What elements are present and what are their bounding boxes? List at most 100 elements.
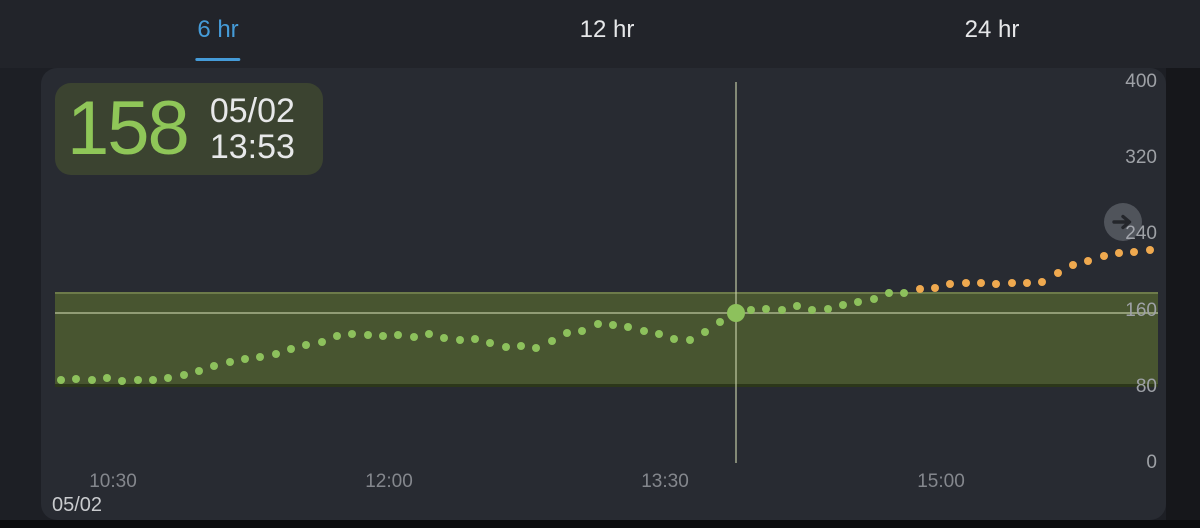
glucose-dot — [148, 376, 157, 385]
glucose-dot — [256, 353, 265, 362]
glucose-dot — [624, 322, 633, 331]
x-axis-tick-label: 13:30 — [641, 471, 689, 492]
glucose-dot — [930, 283, 939, 292]
glucose-dot — [194, 366, 203, 375]
glucose-dot — [547, 337, 556, 346]
glucose-value: 158 — [67, 86, 190, 171]
glucose-dot — [869, 295, 878, 304]
glucose-dot — [363, 331, 372, 340]
glucose-dot — [823, 304, 832, 313]
target-range-band — [55, 291, 1158, 387]
glucose-dot — [639, 326, 648, 335]
glucose-dot — [915, 284, 924, 293]
glucose-dot — [1038, 278, 1047, 287]
glucose-dot — [394, 331, 403, 340]
tab-12hr-label: 12 hr — [579, 16, 635, 43]
y-axis-tick-label: 400 — [1125, 71, 1157, 92]
glucose-dot — [424, 330, 433, 339]
glucose-dot — [808, 305, 817, 314]
glucose-dot — [946, 279, 955, 288]
y-axis-tick-label: 80 — [1135, 375, 1157, 397]
trend-arrow-badge — [1104, 203, 1142, 241]
glucose-dot — [593, 319, 602, 328]
selected-glucose-dot — [726, 303, 745, 322]
glucose-dot — [900, 288, 909, 297]
glucose-dot — [746, 305, 755, 314]
glucose-dot — [608, 320, 617, 329]
reading-time: 13:53 — [209, 128, 295, 166]
bottom-edge — [0, 520, 1200, 528]
glucose-dot — [1022, 278, 1031, 287]
glucose-dot — [976, 278, 985, 287]
glucose-dot — [792, 301, 801, 310]
glucose-dot — [240, 355, 249, 364]
glucose-dot — [992, 279, 1001, 288]
tab-24hr[interactable]: 24 hr — [965, 16, 1020, 44]
glucose-dot — [838, 300, 847, 309]
glucose-dot — [455, 336, 464, 345]
glucose-dot — [332, 332, 341, 341]
glucose-dot — [578, 326, 587, 335]
y-axis-tick-label: 160 — [1125, 299, 1157, 321]
glucose-dot — [716, 318, 725, 327]
glucose-dot — [317, 338, 326, 347]
glucose-dot — [854, 298, 863, 307]
glucose-dot — [179, 371, 188, 380]
glucose-dot — [1068, 260, 1077, 269]
glucose-dot — [762, 304, 771, 313]
glucose-dot — [1053, 269, 1062, 278]
glucose-dot — [409, 333, 418, 342]
glucose-dot — [501, 342, 510, 351]
glucose-dot — [102, 374, 111, 383]
glucose-dot — [302, 340, 311, 349]
glucose-dot — [164, 374, 173, 383]
x-axis-tick-label: 15:00 — [917, 471, 965, 492]
glucose-dot — [378, 332, 387, 341]
glucose-dot — [72, 375, 81, 384]
tab-6hr[interactable]: 6 hr — [195, 16, 241, 61]
glucose-dot — [486, 338, 495, 347]
glucose-dot — [685, 336, 694, 345]
reading-badge: 158 05/02 13:53 — [55, 83, 323, 175]
glucose-dot — [1084, 257, 1093, 266]
glucose-dot — [1007, 278, 1016, 287]
glucose-dot — [348, 330, 357, 339]
glucose-dot — [1130, 247, 1139, 256]
glucose-dot — [562, 329, 571, 338]
glucose-dot — [700, 327, 709, 336]
glucose-dot — [670, 335, 679, 344]
right-arrow-icon — [1112, 214, 1132, 230]
tab-12hr[interactable]: 12 hr — [580, 16, 635, 44]
glucose-dot — [470, 335, 479, 344]
glucose-dot — [286, 344, 295, 353]
glucose-dot — [225, 358, 234, 367]
x-axis-date-label: 05/02 — [52, 494, 103, 516]
right-margin — [1166, 68, 1200, 520]
glucose-dot — [1145, 245, 1154, 254]
tab-24hr-label: 24 hr — [964, 16, 1020, 43]
glucose-dot — [133, 376, 142, 385]
glucose-dot — [56, 376, 65, 385]
y-axis-tick-label: 240 — [1125, 223, 1157, 245]
glucose-dot — [516, 341, 525, 350]
glucose-dot — [210, 361, 219, 370]
glucose-dot — [884, 289, 893, 298]
glucose-dot — [961, 278, 970, 287]
y-axis-tick-label: 0 — [1146, 452, 1157, 473]
glucose-dot — [271, 350, 280, 359]
glucose-dot — [532, 343, 541, 352]
glucose-dot — [1114, 249, 1123, 258]
x-axis-tick-label: 12:00 — [365, 471, 413, 492]
reading-date: 05/02 — [209, 92, 295, 130]
glucose-dot — [1099, 252, 1108, 261]
x-axis-tick-label: 10:30 — [89, 471, 137, 492]
y-axis-tick-label: 320 — [1125, 147, 1157, 169]
glucose-dot — [440, 334, 449, 343]
crosshair-horizontal-line — [55, 311, 1158, 314]
tab-6hr-label: 6 hr — [197, 16, 239, 43]
active-tab-underline — [195, 58, 241, 61]
glucose-dot — [654, 330, 663, 339]
time-range-tabbar: 6 hr 12 hr 24 hr — [0, 0, 1200, 68]
glucose-dot — [87, 376, 96, 385]
